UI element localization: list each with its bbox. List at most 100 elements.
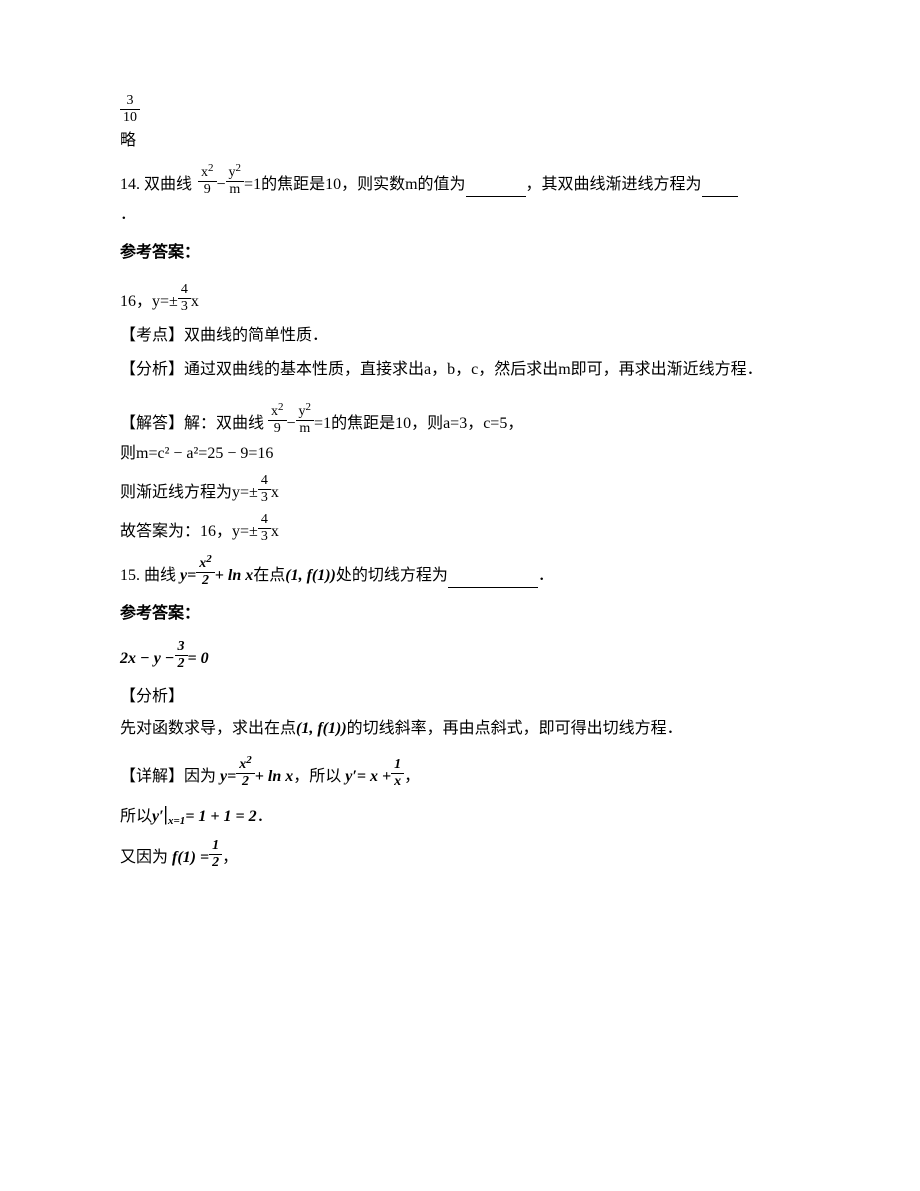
fx2: 的切线斜率，再由点斜式，即可得出切线方程． [347,717,683,741]
sup2b: 2 [236,162,242,174]
f1-frac: 1 2 [209,839,222,870]
q15-ans-frac: 3 2 [175,640,188,671]
final-frac: 4 3 [258,513,271,544]
det-so: ，所以 [293,765,341,789]
det-eq: = [227,765,236,789]
frac-3-10: 3 10 [120,94,800,125]
num4b: 4 [258,474,271,490]
q15-ans-eq0: = 0 [188,647,209,671]
x: x [201,165,208,180]
f1-den: 2 [209,855,222,870]
det-x2-2: x2 2 [236,755,255,789]
asy-frac: 4 3 [258,474,271,505]
fx-pt: (1, f(1)) [296,717,347,741]
det-pre: 【详解】因为 [120,765,216,789]
q14-asy: 则渐近线方程为y=± 4 3 x [120,474,800,505]
comma: ， [404,765,420,789]
q14-text1: 的焦距是10，则实数m的值为 [261,173,465,197]
det-y: y [220,765,227,789]
den3c: 3 [258,529,271,544]
q15-ref: 参考答案： [120,602,800,626]
blank-tangent [448,571,538,588]
q15-so-line: 所以 y′ | x=1 = 1 + 1 = 2 ． [120,799,800,829]
page: 3 10 略 14. 双曲线 x2 9 − y2 m =1 的焦距是10，则实数… [0,0,920,1191]
q15-dot: ． [538,564,554,588]
q15-ans-pre: 2x − y − [120,647,175,671]
eq1: =1 [244,173,261,197]
num3: 3 [175,640,188,656]
fx-den: 2 [196,573,215,588]
period: ． [257,805,273,829]
num4c: 4 [258,513,271,529]
q15-y: y [180,564,187,588]
omit-text: 略 [120,129,800,153]
num: 3 [120,94,140,110]
ans-post: x [191,290,199,314]
f1-lhs: f(1) = [172,846,209,870]
q14-m-line: 则m=c² − a²=25 − 9=16 [120,442,800,466]
q15-pt: (1, f(1)) [285,564,336,588]
q14-fx: 【分析】通过双曲线的基本性质，直接求出a，b，c，然后求出m即可，再求出渐近线方… [120,358,800,382]
fx-sup: 2 [206,553,212,565]
fx1: 先对函数求导，求出在点 [120,717,296,741]
deriv-y: y′ [345,765,357,789]
jd-x2-9: x2 9 [268,402,287,436]
so-pre: 所以 [120,805,152,829]
jd-pre: 【解答】解：双曲线 [120,412,264,436]
den9b: 9 [268,421,287,436]
den2: 2 [175,656,188,671]
asy-post: x [271,481,279,505]
y2: y [299,404,306,419]
also-pre: 又因为 [120,846,168,870]
so-y: y′ [152,805,164,829]
denmb: m [296,421,315,436]
q15-lnx: + ln x [215,564,253,588]
den9: 9 [198,182,217,197]
q14-x2-over-9: x2 9 [198,163,217,197]
final-post: x [271,520,279,544]
so-sub: x=1 [168,813,185,830]
q15-x2-2: x2 2 [196,554,215,588]
q14-text2: ，其双曲线渐进线方程为 [526,173,702,197]
denm: m [226,182,245,197]
so-val: = 1 + 1 = 2 [185,805,256,829]
q14-period: ． [120,203,800,227]
ans-frac-4-3: 4 3 [178,283,191,314]
q15-also: 又因为 f(1) = 1 2 ， [120,839,800,870]
q15-at1: 在点 [253,564,285,588]
blank-m [466,180,526,197]
eq1b: =1 [314,412,331,436]
q14-jd: 【解答】解：双曲线 x2 9 − y2 m =1 的焦距是10，则a=3，c=5… [120,402,800,436]
q15-detail: 【详解】因为 y = x2 2 + ln x ，所以 y′ = x + 1 x … [120,755,800,789]
q15-answer: 2x − y − 3 2 = 0 [120,640,800,671]
ans-pre: 16，y=± [120,290,178,314]
f1-num: 1 [209,839,222,855]
den3: 3 [178,299,191,314]
blank-asym [702,180,738,197]
det-sup: 2 [246,754,252,766]
sup2d: 2 [306,401,312,413]
den: 10 [120,110,140,125]
q14-label: 14. 双曲线 [120,173,192,197]
q14-answer: 16，y=± 4 3 x [120,283,800,314]
x2: x [271,404,278,419]
final-pre: 故答案为：16，y=± [120,520,258,544]
den3b: 3 [258,490,271,505]
ddenx: x [391,774,404,789]
q14-final: 故答案为：16，y=± 4 3 x [120,513,800,544]
sup2: 2 [208,162,214,174]
also-post: ， [222,846,238,870]
deriv-frac: 1 x [391,758,404,789]
q14-ref: 参考答案： [120,241,800,265]
y: y [229,165,236,180]
q15-label: 15. 曲线 [120,564,176,588]
q15-fx-head: 【分析】 [120,685,800,709]
dnum1: 1 [391,758,404,774]
q14-kp: 【考点】双曲线的简单性质． [120,324,800,348]
q14-question: 14. 双曲线 x2 9 − y2 m =1 的焦距是10，则实数m的值为 ，其… [120,163,800,197]
num4: 4 [178,283,191,299]
sup2c: 2 [278,401,284,413]
q15-question: 15. 曲线 y = x2 2 + ln x 在点 (1, f(1)) 处的切线… [120,554,800,588]
det-den: 2 [236,774,255,789]
q15-fx-line: 先对函数求导，求出在点 (1, f(1)) 的切线斜率，再由点斜式，即可得出切线… [120,717,800,741]
